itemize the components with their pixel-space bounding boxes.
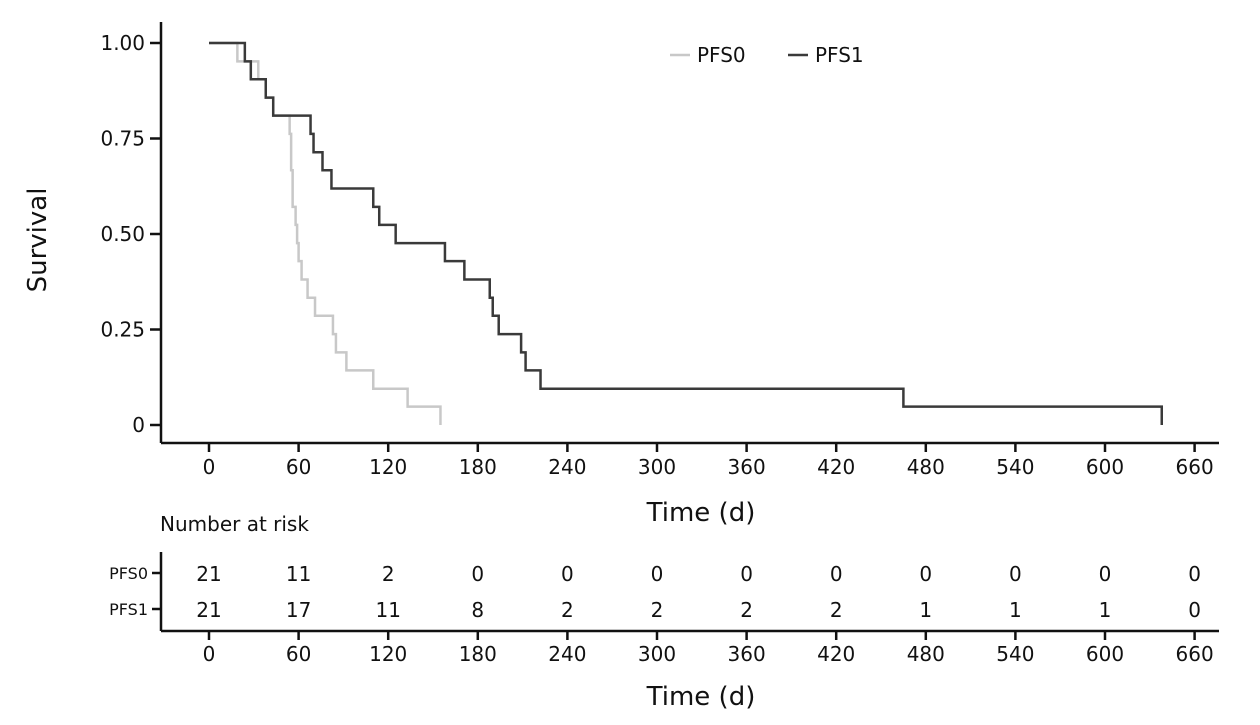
risk-x-tick-label: 540 xyxy=(996,642,1034,666)
y-ticks: 0 0.25 0.50 0.75 1.00 xyxy=(100,31,161,437)
risk-x-tick-label: 180 xyxy=(459,642,497,666)
risk-cell: 17 xyxy=(286,598,311,622)
risk-cell: 2 xyxy=(740,598,753,622)
x-tick-label: 420 xyxy=(817,455,855,479)
risk-row-label: PFS1 xyxy=(109,600,148,619)
risk-x-tick-label: 240 xyxy=(548,642,586,666)
series-line-pfs0 xyxy=(209,41,442,425)
risk-table-title: Number at risk xyxy=(160,512,309,536)
y-tick-label: 0.25 xyxy=(100,318,145,342)
risk-x-axis-title: Time (d) xyxy=(646,682,756,712)
risk-cell: 2 xyxy=(561,598,574,622)
risk-cell: 0 xyxy=(1009,562,1022,586)
y-tick-label: 1.00 xyxy=(100,31,145,55)
risk-x-tick-label: 300 xyxy=(638,642,676,666)
x-tick-label: 0 xyxy=(203,455,216,479)
risk-cell: 2 xyxy=(382,562,395,586)
risk-cell: 0 xyxy=(471,562,484,586)
risk-cell: 21 xyxy=(196,598,221,622)
risk-x-tick-label: 660 xyxy=(1176,642,1214,666)
risk-cell: 2 xyxy=(651,598,664,622)
legend-label-pfs1: PFS1 xyxy=(815,43,864,67)
x-tick-label: 600 xyxy=(1086,455,1124,479)
risk-cell: 0 xyxy=(919,562,932,586)
risk-cell: 0 xyxy=(1188,598,1201,622)
risk-x-tick-label: 120 xyxy=(369,642,407,666)
risk-x-tick-label: 60 xyxy=(286,642,311,666)
main-axes xyxy=(159,22,1219,445)
risk-cell: 0 xyxy=(651,562,664,586)
risk-cell: 8 xyxy=(471,598,484,622)
x-tick-label: 60 xyxy=(286,455,311,479)
x-axis-title: Time (d) xyxy=(646,498,756,528)
risk-cell: 1 xyxy=(1009,598,1022,622)
risk-table-axes xyxy=(159,552,1219,633)
risk-x-tick-label: 600 xyxy=(1086,642,1124,666)
risk-cell: 1 xyxy=(919,598,932,622)
y-tick-label: 0 xyxy=(132,413,145,437)
x-tick-label: 480 xyxy=(907,455,945,479)
risk-x-tick-label: 420 xyxy=(817,642,855,666)
risk-cell: 2 xyxy=(830,598,843,622)
x-tick-label: 300 xyxy=(638,455,676,479)
x-tick-label: 120 xyxy=(369,455,407,479)
risk-cell: 1 xyxy=(1099,598,1112,622)
risk-cell: 21 xyxy=(196,562,221,586)
risk-cell: 0 xyxy=(1188,562,1201,586)
risk-cell: 11 xyxy=(375,598,400,622)
risk-cell: 0 xyxy=(1099,562,1112,586)
x-ticks: 0 60 120 180 240 300 360 420 480 540 600 660 xyxy=(203,443,1214,479)
legend-label-pfs0: PFS0 xyxy=(697,43,746,67)
risk-x-tick-label: 480 xyxy=(907,642,945,666)
x-tick-label: 180 xyxy=(459,455,497,479)
risk-cell: 0 xyxy=(740,562,753,586)
risk-x-ticks: 0 60 120 180 240 300 360 420 480 540 600 660 xyxy=(203,631,1214,666)
y-tick-label: 0.75 xyxy=(100,127,145,151)
y-tick-label: 0.50 xyxy=(100,222,145,246)
x-tick-label: 360 xyxy=(728,455,766,479)
y-axis-title: Survival xyxy=(23,188,53,293)
x-tick-label: 240 xyxy=(548,455,586,479)
survival-curves xyxy=(209,41,1163,425)
risk-cell: 0 xyxy=(561,562,574,586)
series-line-pfs1 xyxy=(209,41,1163,425)
risk-cell: 0 xyxy=(830,562,843,586)
risk-x-tick-label: 360 xyxy=(728,642,766,666)
risk-row-label: PFS0 xyxy=(109,564,148,583)
x-tick-label: 660 xyxy=(1176,455,1214,479)
legend: PFS0 PFS1 xyxy=(670,43,864,67)
x-tick-label: 540 xyxy=(996,455,1034,479)
risk-cell: 11 xyxy=(286,562,311,586)
risk-x-tick-label: 0 xyxy=(203,642,216,666)
